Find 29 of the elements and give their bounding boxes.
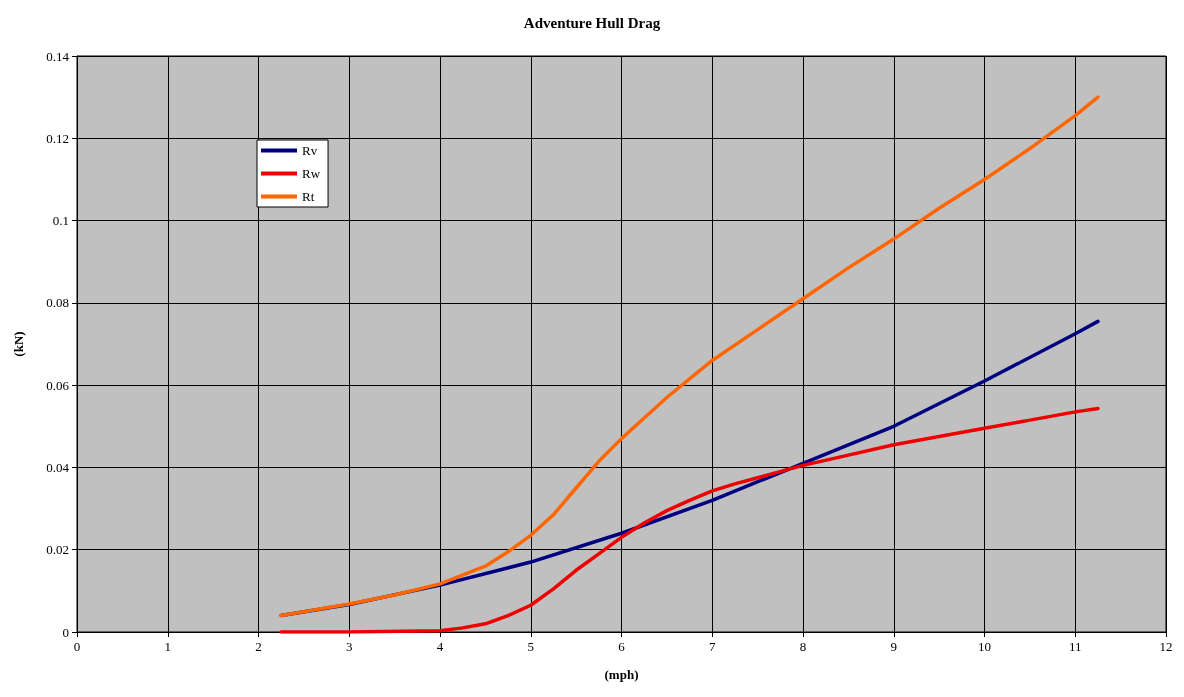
- y-tick-label: 0.1: [52, 213, 69, 229]
- x-tick-label: 8: [799, 639, 807, 654]
- legend-label: Rv: [302, 143, 318, 158]
- y-tick-label: 0.14: [46, 48, 70, 64]
- y-tick-label: 0: [62, 624, 69, 640]
- x-tick-label: 4: [436, 639, 444, 654]
- line-series: [279, 406, 1100, 634]
- y-tick-label: 0.06: [46, 377, 70, 393]
- y-tick-label: 0.08: [46, 295, 69, 311]
- x-axis-title: (mph): [604, 667, 639, 682]
- legend-label: Rt: [302, 189, 315, 204]
- y-tick-label: 0.04: [46, 459, 70, 475]
- legend-label: Rw: [302, 166, 321, 181]
- y-tick-label: 0.12: [46, 130, 69, 146]
- x-tick-label: 7: [709, 639, 716, 654]
- x-tick-label: 2: [255, 639, 262, 654]
- x-tick-label: 6: [618, 639, 626, 654]
- y-axis-title: (kN): [11, 331, 26, 357]
- x-tick-label: 1: [164, 639, 171, 654]
- x-tick-label: 11: [1068, 639, 1082, 654]
- x-tick-label: 10: [978, 639, 991, 654]
- x-tick-label: 5: [527, 639, 534, 654]
- x-tick-label: 12: [1159, 639, 1173, 654]
- chart-title: Adventure Hull Drag: [523, 14, 661, 31]
- x-tick-label: 0: [73, 639, 81, 654]
- x-tick-label: 9: [890, 639, 897, 654]
- y-tick-label: 0.02: [46, 542, 69, 558]
- line-series: [279, 95, 1100, 618]
- x-tick-label: 3: [346, 639, 353, 654]
